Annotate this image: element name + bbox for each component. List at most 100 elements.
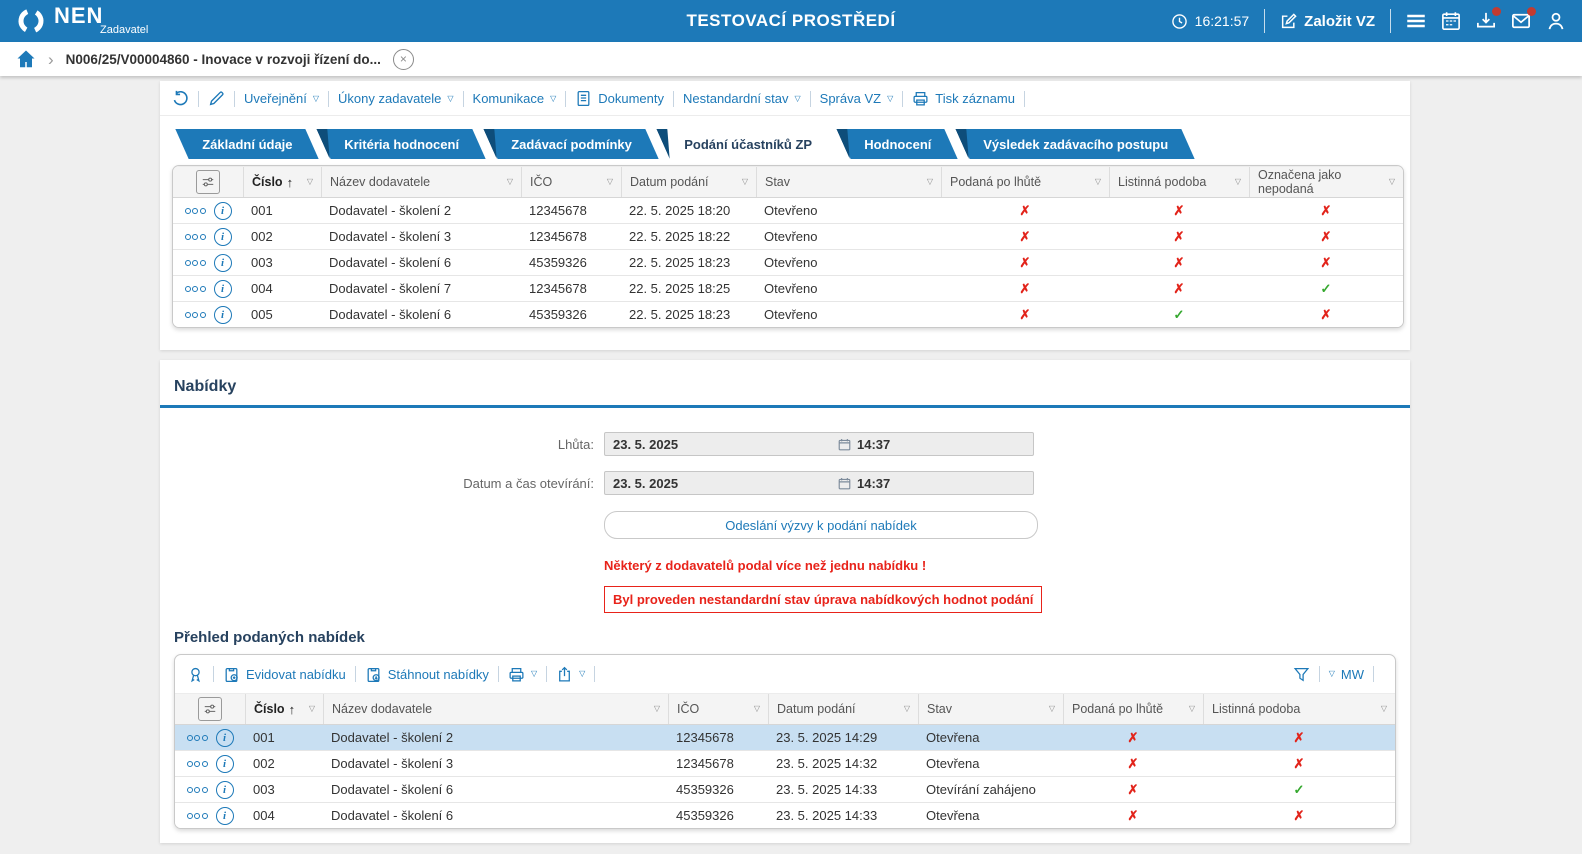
filter-caret-icon[interactable]: ▽: [1389, 178, 1395, 186]
info-icon[interactable]: i: [216, 755, 234, 773]
row-menu-icon[interactable]: [185, 208, 206, 214]
filter-caret-icon[interactable]: ▽: [607, 178, 613, 186]
close-record-icon[interactable]: ×: [393, 49, 414, 70]
stahnout-nabidky-button[interactable]: Stáhnout nabídky: [365, 666, 489, 683]
column-header[interactable]: Podaná po lhůtě▽: [1063, 694, 1203, 724]
filter-caret-icon[interactable]: ▽: [307, 178, 313, 186]
table-row[interactable]: i003Dodavatel - školení 64535932622. 5. …: [173, 250, 1403, 276]
calendar-button[interactable]: [1441, 11, 1461, 31]
filter-caret-icon[interactable]: ▽: [742, 178, 748, 186]
menu-dokumenty[interactable]: Dokumenty: [575, 90, 664, 107]
column-header[interactable]: Listinná podoba▽: [1203, 694, 1395, 724]
row-menu-icon[interactable]: [185, 260, 206, 266]
menu-sprava-vz[interactable]: Správa VZ▽: [820, 91, 894, 106]
column-header[interactable]: Číslo↑▽: [245, 694, 323, 724]
column-header[interactable]: Datum podání▽: [621, 167, 756, 197]
profile-button[interactable]: [1546, 11, 1566, 31]
row-menu-icon[interactable]: [187, 787, 208, 793]
filter-caret-icon[interactable]: ▽: [1095, 178, 1101, 186]
evidovat-nabidku-button[interactable]: Evidovat nabídku: [223, 666, 346, 683]
info-icon[interactable]: i: [216, 807, 234, 825]
nen-logo[interactable]: NEN Zadavatel: [16, 6, 148, 36]
dropdown-caret-icon[interactable]: ▽: [887, 95, 893, 103]
menu-nestandardni-stav[interactable]: Nestandardní stav▽: [683, 91, 801, 106]
tab-hodnocen-[interactable]: Hodnocení: [837, 129, 958, 159]
messages-button[interactable]: [1511, 11, 1531, 31]
column-header[interactable]: Stav▽: [918, 694, 1063, 724]
row-menu-icon[interactable]: [185, 312, 206, 318]
dropdown-caret-icon[interactable]: ▽: [447, 95, 453, 103]
info-icon[interactable]: i: [214, 202, 232, 220]
column-header[interactable]: IČO▽: [668, 694, 768, 724]
filter-caret-icon[interactable]: ▽: [507, 178, 513, 186]
table-row[interactable]: i003Dodavatel - školení 64535932623. 5. …: [175, 777, 1395, 803]
record-audit-button[interactable]: [187, 666, 204, 683]
dropdown-caret-icon[interactable]: ▽: [550, 95, 556, 103]
info-icon[interactable]: i: [214, 254, 232, 272]
edit-button[interactable]: [208, 90, 225, 107]
column-header[interactable]: Stav▽: [756, 167, 941, 197]
info-icon[interactable]: i: [214, 280, 232, 298]
view-caret-icon[interactable]: ▽: [1329, 670, 1335, 678]
calendar-small-icon[interactable]: [838, 438, 851, 451]
filter-caret-icon[interactable]: ▽: [654, 705, 660, 713]
calendar-small-icon[interactable]: [838, 477, 851, 490]
filter-caret-icon[interactable]: ▽: [1235, 178, 1241, 186]
filter-caret-icon[interactable]: ▽: [1189, 705, 1195, 713]
column-header[interactable]: Podaná po lhůtě▽: [941, 167, 1109, 197]
dropdown-caret-icon[interactable]: ▽: [313, 95, 319, 103]
create-vz-button[interactable]: Založit VZ: [1280, 13, 1375, 30]
tab-krit-ria-hodnocen-[interactable]: Kritéria hodnocení: [318, 129, 486, 159]
datetime-input[interactable]: 23. 5. 202514:37: [604, 432, 1034, 456]
tab-v-sledek-zad-vac-ho-postupu[interactable]: Výsledek zadávacího postupu: [956, 129, 1194, 159]
column-settings-icon[interactable]: [196, 170, 220, 194]
menu-komunikace[interactable]: Komunikace▽: [473, 91, 557, 106]
column-header[interactable]: Číslo↑▽: [243, 167, 321, 197]
dropdown-caret-icon[interactable]: ▽: [795, 95, 801, 103]
table-row[interactable]: i004Dodavatel - školení 71234567822. 5. …: [173, 276, 1403, 302]
info-icon[interactable]: i: [216, 781, 234, 799]
column-settings-icon[interactable]: [198, 697, 222, 721]
info-icon[interactable]: i: [214, 228, 232, 246]
menu-ukony-zadavatele[interactable]: Úkony zadavatele▽: [338, 91, 454, 106]
filter-caret-icon[interactable]: ▽: [927, 178, 933, 186]
table-row[interactable]: i001Dodavatel - školení 21234567822. 5. …: [173, 198, 1403, 224]
tab-z-kladn-daje[interactable]: Základní údaje: [175, 129, 319, 159]
menu-uverejneni[interactable]: Uveřejnění▽: [244, 91, 319, 106]
table-row[interactable]: i005Dodavatel - školení 64535932622. 5. …: [173, 302, 1403, 327]
info-icon[interactable]: i: [216, 729, 234, 747]
datetime-input[interactable]: 23. 5. 202514:37: [604, 471, 1034, 495]
downloads-button[interactable]: [1476, 11, 1496, 31]
print-button[interactable]: ▽: [508, 666, 537, 683]
home-button[interactable]: [16, 49, 36, 69]
table-row[interactable]: i002Dodavatel - školení 31234567822. 5. …: [173, 224, 1403, 250]
table-row[interactable]: i004Dodavatel - školení 64535932623. 5. …: [175, 803, 1395, 828]
filter-caret-icon[interactable]: ▽: [904, 705, 910, 713]
row-menu-icon[interactable]: [187, 813, 208, 819]
send-invitation-button[interactable]: Odeslání výzvy k podání nabídek: [604, 511, 1038, 539]
main-menu-button[interactable]: [1406, 11, 1426, 31]
dropdown-caret-icon[interactable]: ▽: [579, 670, 585, 678]
tab-zad-vac-podm-nky[interactable]: Zadávací podmínky: [484, 129, 658, 159]
breadcrumb-item[interactable]: N006/25/V00004860 - Inovace v rozvoji ří…: [66, 52, 381, 67]
filter-caret-icon[interactable]: ▽: [1049, 705, 1055, 713]
column-header[interactable]: Datum podání▽: [768, 694, 918, 724]
column-header[interactable]: IČO▽: [521, 167, 621, 197]
dropdown-caret-icon[interactable]: ▽: [531, 670, 537, 678]
info-icon[interactable]: i: [214, 306, 232, 324]
filter-button[interactable]: [1293, 666, 1310, 683]
column-header[interactable]: Název dodavatele▽: [321, 167, 521, 197]
table-row[interactable]: i002Dodavatel - školení 31234567823. 5. …: [175, 751, 1395, 777]
table-row[interactable]: i001Dodavatel - školení 21234567823. 5. …: [175, 725, 1395, 751]
column-header[interactable]: Listinná podoba▽: [1109, 167, 1249, 197]
row-menu-icon[interactable]: [187, 735, 208, 741]
menu-tisk-zaznamu[interactable]: Tisk záznamu: [912, 90, 1015, 107]
filter-caret-icon[interactable]: ▽: [1381, 705, 1387, 713]
column-header[interactable]: Označena jako nepodaná▽: [1249, 167, 1403, 197]
view-code-label[interactable]: MW: [1341, 667, 1364, 682]
tab-pod-n-astn-k-zp[interactable]: Podání účastníků ZP: [657, 129, 838, 159]
row-menu-icon[interactable]: [185, 286, 206, 292]
filter-caret-icon[interactable]: ▽: [309, 705, 315, 713]
filter-caret-icon[interactable]: ▽: [754, 705, 760, 713]
row-menu-icon[interactable]: [185, 234, 206, 240]
